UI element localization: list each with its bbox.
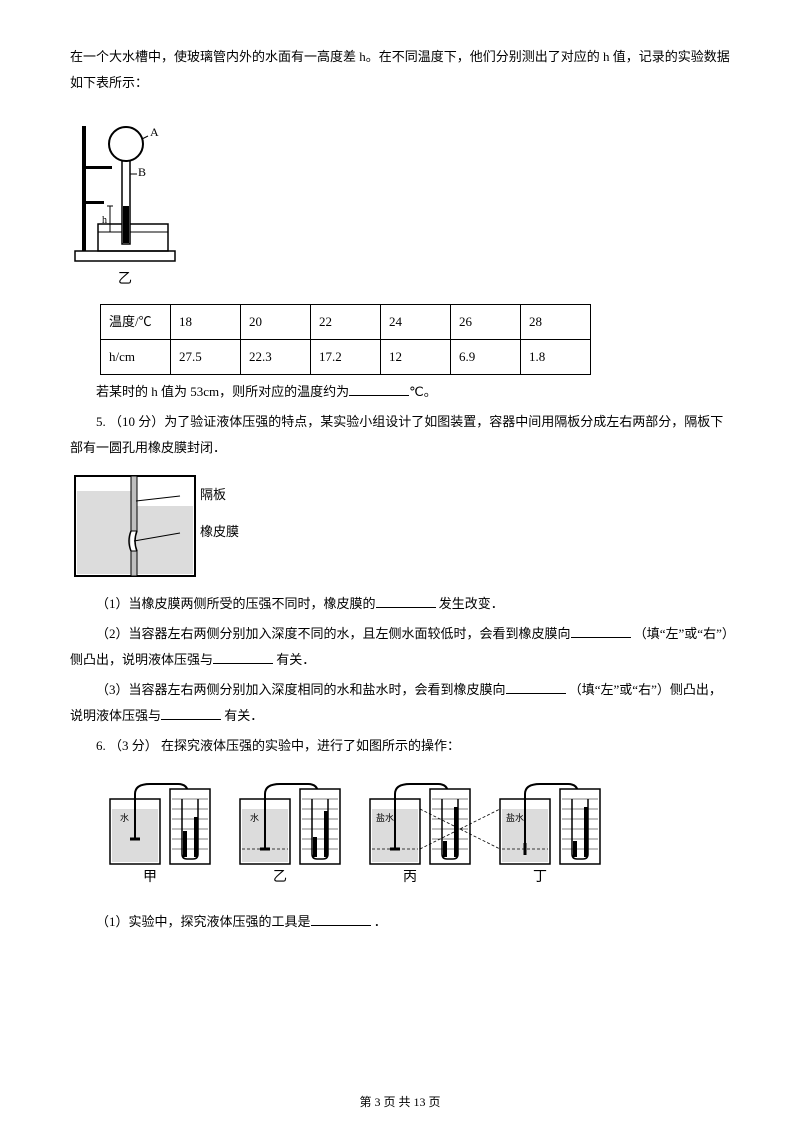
caption-b: 乙 [273,869,287,885]
blank[interactable] [311,913,371,926]
cell: 22 [311,305,381,340]
caption-a: 甲 [143,870,157,885]
cell: 17.2 [311,340,381,375]
text: （2）当容器左右两侧分别加入深度不同的水，且左侧水面较低时，会看到橡皮膜向 [96,626,571,641]
cell: 24 [381,305,451,340]
apparatus-caption: 乙 [70,266,180,294]
h-label: h [102,215,107,226]
q5-figure: 隔板 橡皮膜 [70,471,730,581]
cell: h/cm [101,340,171,375]
blank[interactable] [376,595,436,608]
label-B: B [138,165,146,179]
q5-head: 5. （10 分）为了验证液体压强的特点，某实验小组设计了如图装置，容器中间用隔… [70,409,730,461]
q6-head: 6. （3 分） 在探究液体压强的实验中，进行了如图所示的操作： [70,733,730,759]
caption-c: 丙 [403,870,417,885]
text: 发生改变． [436,596,504,611]
cell: 12 [381,340,451,375]
water-label: 水 [250,812,259,823]
page-footer: 第 3 页 共 13 页 [0,1090,800,1114]
q5-p2: （2）当容器左右两侧分别加入深度不同的水，且左侧水面较低时，会看到橡皮膜向 （填… [70,621,730,673]
text: （3）当容器左右两侧分别加入深度相同的水和盐水时，会看到橡皮膜向 [96,682,506,697]
q6-p1: （1）实验中，探究液体压强的工具是 ． [70,909,730,935]
water-label: 水 [120,812,129,823]
cell: 22.3 [241,340,311,375]
table-row: 温度/℃ 18 20 22 24 26 28 [101,305,591,340]
cell: 20 [241,305,311,340]
data-table: 温度/℃ 18 20 22 24 26 28 h/cm 27.5 22.3 17… [100,304,591,375]
blank[interactable] [161,707,221,720]
table-row: h/cm 27.5 22.3 17.2 12 6.9 1.8 [101,340,591,375]
blank[interactable] [349,383,409,396]
q6-figure: 水 甲 [100,769,730,899]
caption-d: 丁 [533,870,547,885]
text: 有关． [273,652,315,667]
cell: 温度/℃ [101,305,171,340]
cell: 27.5 [171,340,241,375]
page: 在一个大水槽中，使玻璃管内外的水面有一高度差 h。在不同温度下，他们分别测出了对… [0,0,800,1132]
intro-para: 在一个大水槽中，使玻璃管内外的水面有一高度差 h。在不同温度下，他们分别测出了对… [70,44,730,96]
cell: 26 [451,305,521,340]
blank[interactable] [506,681,566,694]
apparatus-figure: h A B 乙 [70,106,730,294]
label-membrane: 橡皮膜 [200,524,239,539]
text: 有关． [221,708,263,723]
q4-tail-b: ℃。 [409,384,437,399]
label-A: A [150,125,159,139]
blank[interactable] [213,651,273,664]
text: ． [371,914,387,929]
salt-label: 盐水 [506,812,524,823]
cell: 28 [521,305,591,340]
text: （1）实验中，探究液体压强的工具是 [96,914,311,929]
q5-p3: （3）当容器左右两侧分别加入深度相同的水和盐水时，会看到橡皮膜向 （填“左”或“… [70,677,730,729]
q5-p1: （1）当橡皮膜两侧所受的压强不同时，橡皮膜的 发生改变． [70,591,730,617]
cell: 1.8 [521,340,591,375]
label-partition: 隔板 [200,487,226,502]
salt-label: 盐水 [376,812,394,823]
text: （1）当橡皮膜两侧所受的压强不同时，橡皮膜的 [96,596,376,611]
q4-tail-a: 若某时的 h 值为 53cm，则所对应的温度约为 [96,384,349,399]
cell: 18 [171,305,241,340]
cell: 6.9 [451,340,521,375]
q4-tail: 若某时的 h 值为 53cm，则所对应的温度约为 ℃。 [70,379,730,405]
blank[interactable] [571,625,631,638]
